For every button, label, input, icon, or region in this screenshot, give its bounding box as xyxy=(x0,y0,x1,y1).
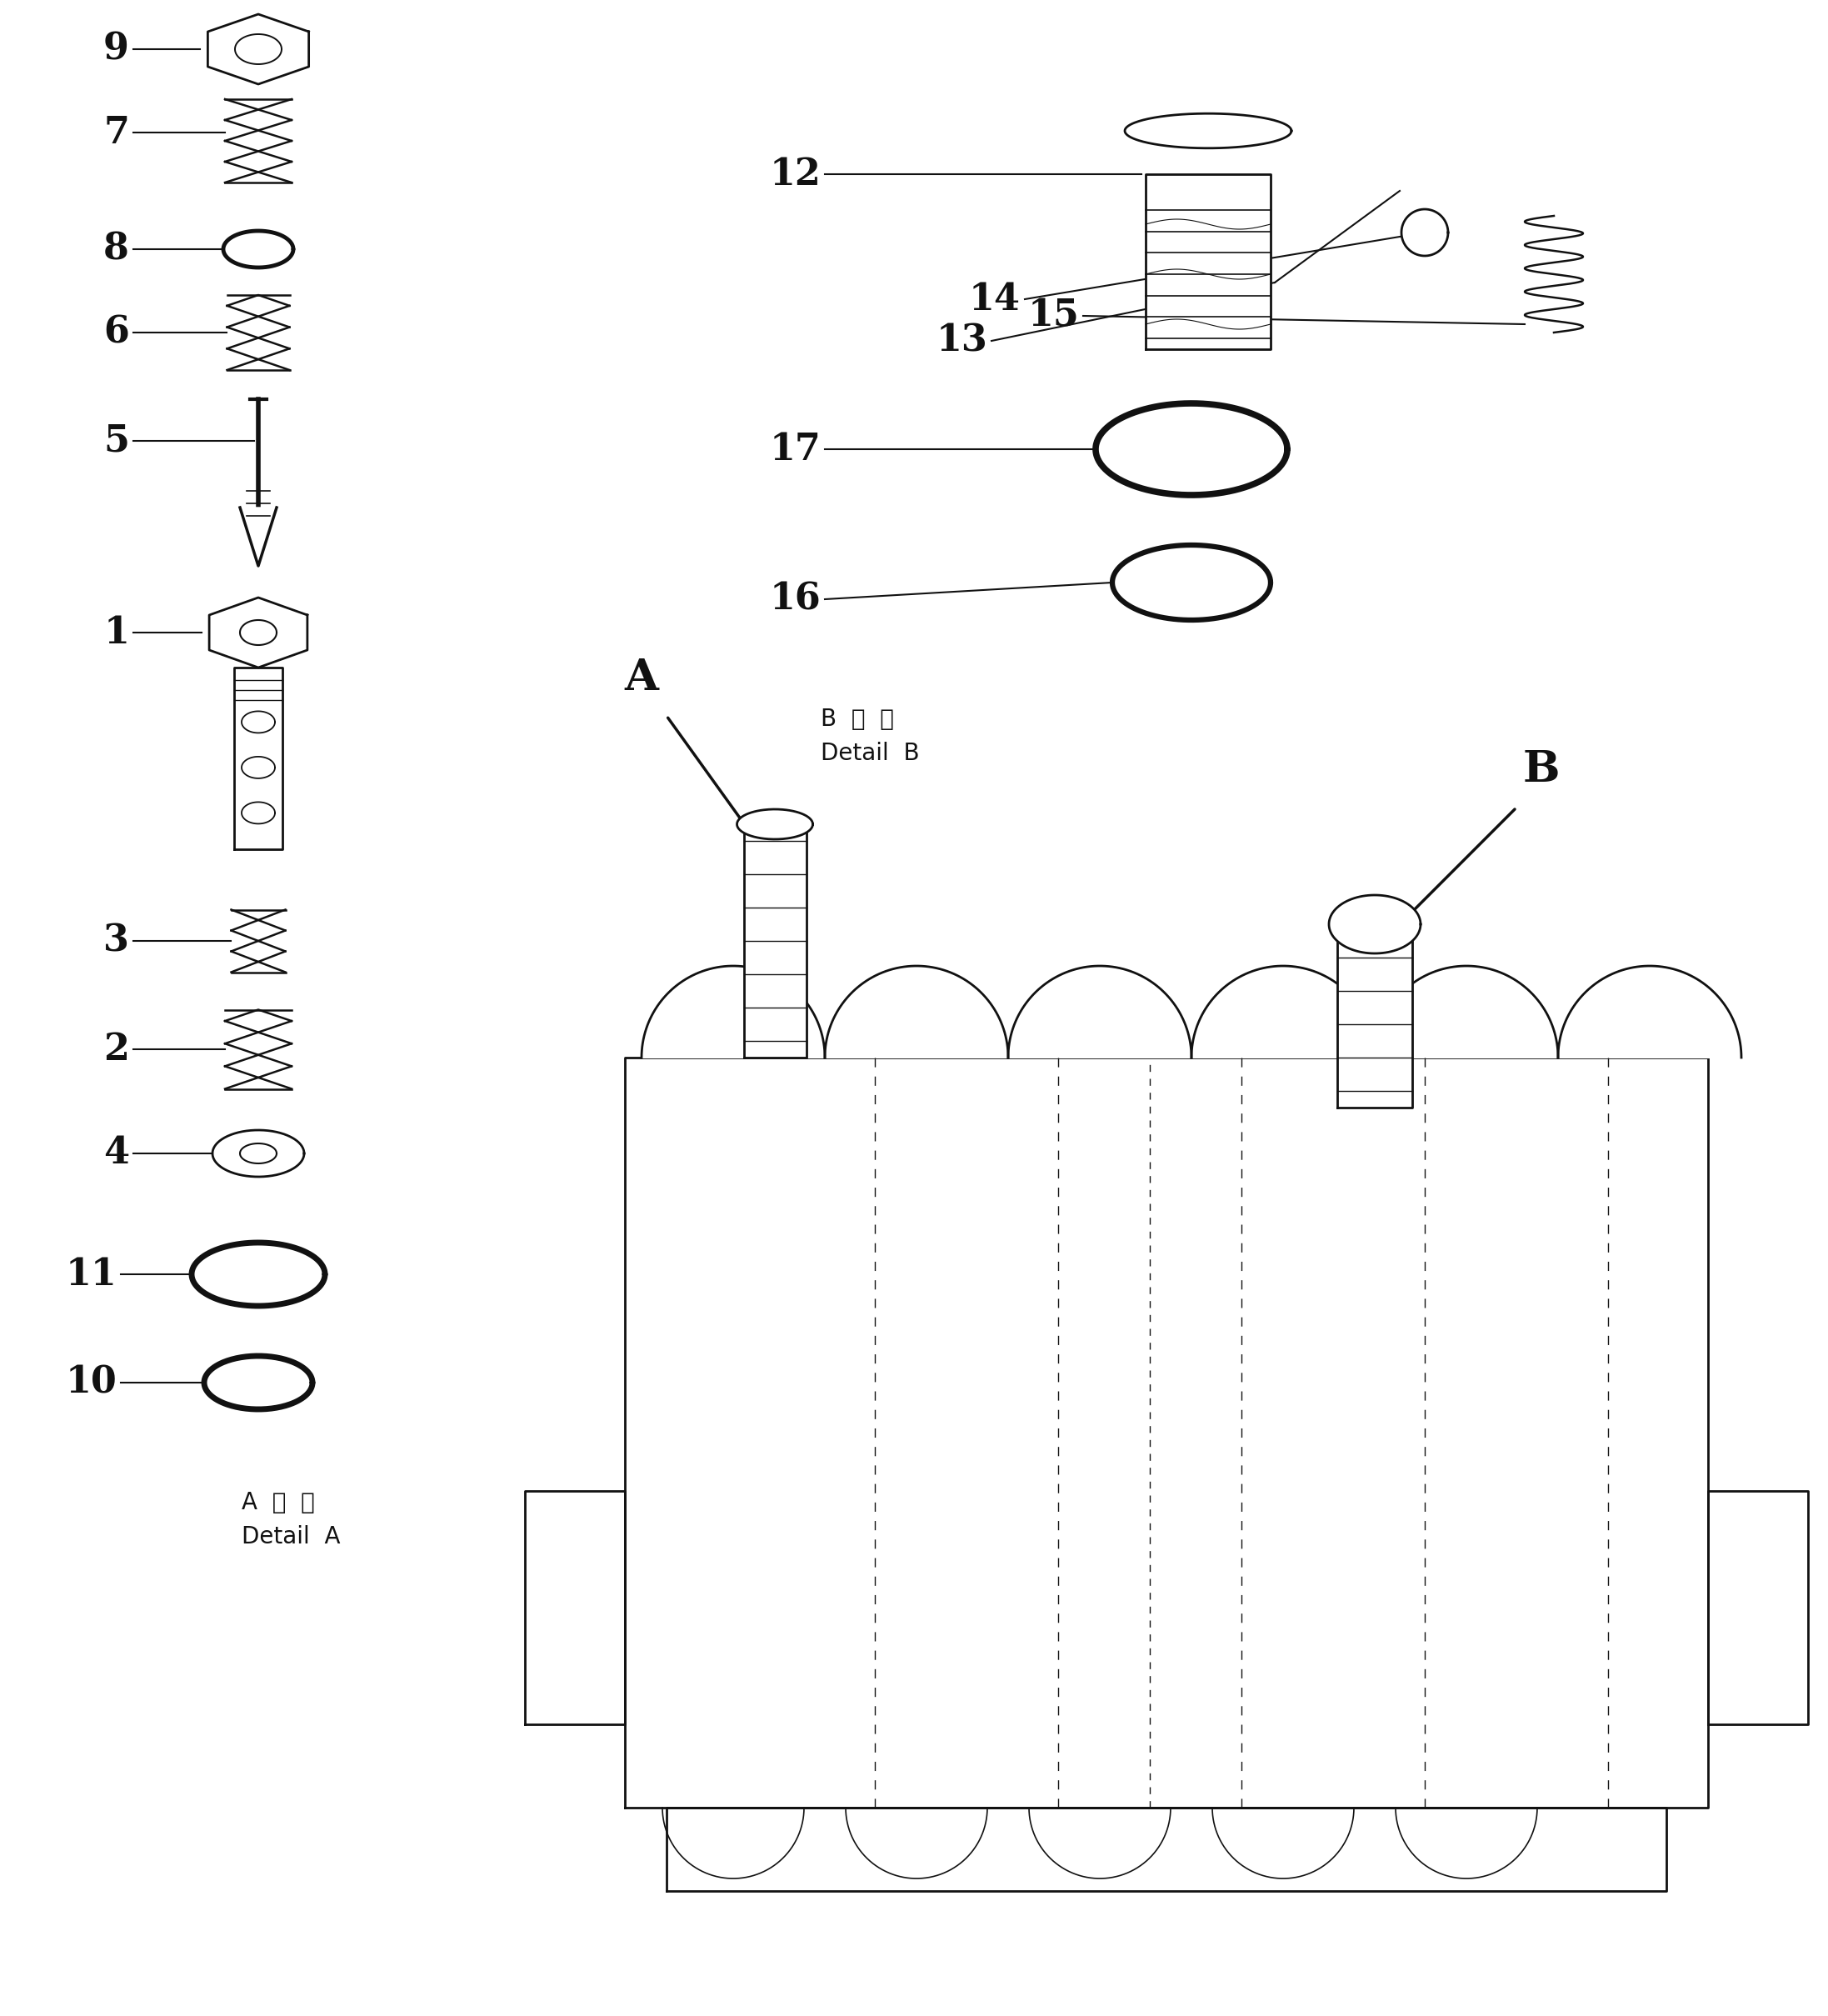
Polygon shape xyxy=(744,825,806,1058)
Text: 9: 9 xyxy=(104,32,130,67)
Polygon shape xyxy=(642,966,824,1058)
Polygon shape xyxy=(625,1058,1707,1808)
Polygon shape xyxy=(824,966,1009,1058)
Text: 4: 4 xyxy=(102,1135,130,1171)
Polygon shape xyxy=(212,1131,303,1177)
Text: 5: 5 xyxy=(104,423,130,460)
Polygon shape xyxy=(239,621,276,645)
Polygon shape xyxy=(667,1808,1667,1891)
Polygon shape xyxy=(1146,173,1270,349)
Polygon shape xyxy=(737,808,813,839)
Polygon shape xyxy=(1557,966,1742,1058)
Text: 3: 3 xyxy=(104,923,130,960)
Polygon shape xyxy=(208,14,309,85)
Text: A  詳  細
Detail  A: A 詳 細 Detail A xyxy=(241,1492,340,1548)
Text: 17: 17 xyxy=(770,431,821,468)
Text: 6: 6 xyxy=(104,314,130,351)
Text: 7: 7 xyxy=(104,115,130,151)
Polygon shape xyxy=(241,756,274,778)
Polygon shape xyxy=(1707,1492,1808,1724)
Polygon shape xyxy=(241,712,274,734)
Polygon shape xyxy=(1402,210,1448,256)
Polygon shape xyxy=(1192,966,1375,1058)
Polygon shape xyxy=(234,667,283,849)
Polygon shape xyxy=(1124,113,1291,149)
Text: B  詳  細
Detail  B: B 詳 細 Detail B xyxy=(821,708,919,766)
Polygon shape xyxy=(239,508,276,566)
Text: 8: 8 xyxy=(104,232,130,266)
Text: 16: 16 xyxy=(770,581,821,617)
Polygon shape xyxy=(241,802,274,825)
Polygon shape xyxy=(239,1143,276,1163)
Text: 1: 1 xyxy=(104,615,130,651)
Text: 10: 10 xyxy=(66,1365,117,1401)
Text: B: B xyxy=(1523,748,1559,790)
Polygon shape xyxy=(1009,966,1192,1058)
Polygon shape xyxy=(1338,941,1413,1107)
Text: 15: 15 xyxy=(1027,298,1079,335)
Text: 14: 14 xyxy=(969,282,1020,317)
Text: 11: 11 xyxy=(66,1256,117,1292)
Text: A: A xyxy=(625,657,658,700)
Polygon shape xyxy=(208,597,307,667)
Text: 13: 13 xyxy=(936,323,987,359)
Polygon shape xyxy=(1375,966,1557,1058)
Text: 2: 2 xyxy=(104,1032,130,1066)
Polygon shape xyxy=(1329,895,1420,954)
Polygon shape xyxy=(525,1492,625,1724)
Text: 12: 12 xyxy=(770,157,821,192)
